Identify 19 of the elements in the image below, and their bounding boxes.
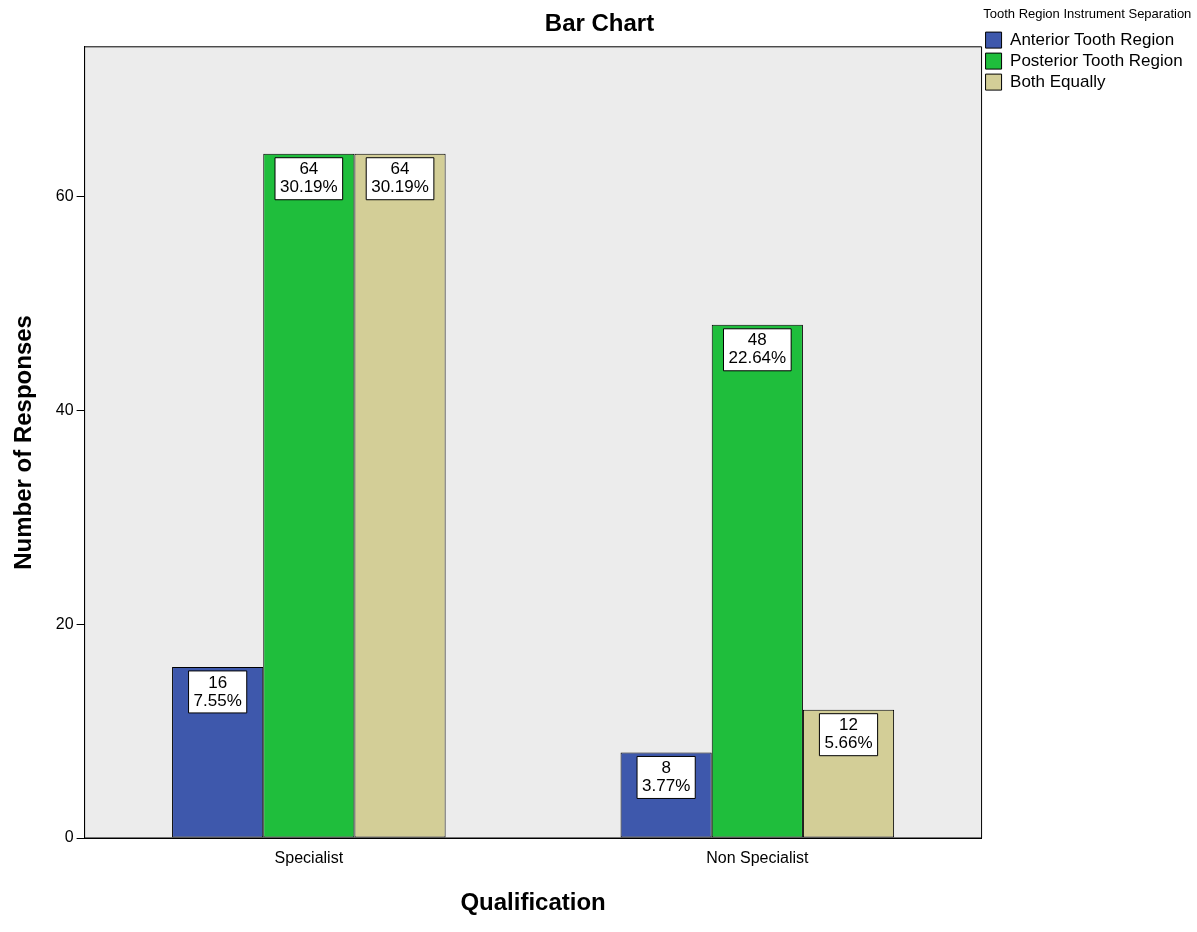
legend-label: Anterior Tooth Region xyxy=(1010,29,1175,49)
data-label: 48 22.64% xyxy=(728,330,787,368)
legend-label: Posterior Tooth Region xyxy=(1010,50,1183,70)
x-tick-label: Non Specialist xyxy=(706,849,810,867)
y-axis-title: Number of Responses xyxy=(9,315,37,570)
y-tick-label: 40 xyxy=(55,400,74,418)
y-tick-label: 60 xyxy=(55,186,74,204)
legend-title: Tooth Region Instrument Separation xyxy=(983,6,1192,22)
y-tick-label: 0 xyxy=(64,828,74,846)
legend-label: Both Equally xyxy=(1010,71,1107,91)
x-axis-title: Qualification xyxy=(460,888,606,916)
data-label: 8 3.77% xyxy=(642,758,691,796)
x-tick-label: Specialist xyxy=(274,849,344,867)
data-label: 64 30.19% xyxy=(371,159,429,197)
data-label: 64 30.19% xyxy=(280,159,338,197)
chart-title: Bar Chart xyxy=(544,9,655,37)
data-label: 12 5.66% xyxy=(824,715,873,753)
y-tick-label: 20 xyxy=(55,614,74,632)
data-label: 16 7.55% xyxy=(193,672,242,710)
